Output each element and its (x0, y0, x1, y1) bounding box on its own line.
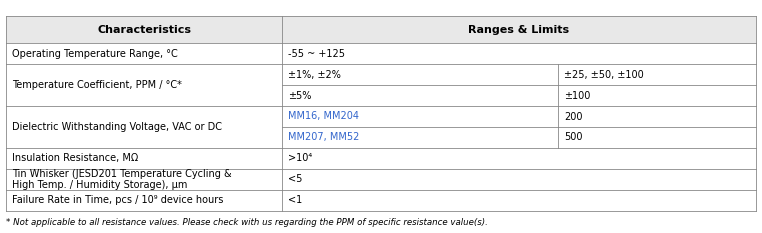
Text: MM16, MM204: MM16, MM204 (288, 112, 359, 121)
Text: ±1%, ±2%: ±1%, ±2% (288, 70, 341, 79)
Text: Failure Rate in Time, pcs / 10⁹ device hours: Failure Rate in Time, pcs / 10⁹ device h… (12, 195, 223, 205)
Bar (6, 148, 282, 169)
Bar (282, 64, 558, 85)
Text: -55 ~ +125: -55 ~ +125 (288, 49, 345, 58)
Bar (282, 127, 558, 148)
Text: >10⁴: >10⁴ (288, 154, 312, 163)
Bar (282, 106, 558, 127)
Text: Characteristics: Characteristics (97, 25, 191, 35)
Bar (558, 106, 756, 127)
Text: 500: 500 (564, 133, 583, 142)
Text: ±100: ±100 (564, 91, 591, 100)
Text: ±5%: ±5% (288, 91, 312, 100)
Text: <1: <1 (288, 195, 303, 205)
Text: * Not applicable to all resistance values. Please check with us regarding the PP: * Not applicable to all resistance value… (6, 218, 488, 227)
Bar (282, 148, 756, 169)
Text: MM207, MM52: MM207, MM52 (288, 133, 360, 142)
Text: Insulation Resistance, MΩ: Insulation Resistance, MΩ (12, 154, 139, 163)
Bar (282, 43, 756, 64)
Bar (282, 190, 756, 211)
Text: Tin Whisker (JESD201 Temperature Cycling &
High Temp. / Humidity Storage), μm: Tin Whisker (JESD201 Temperature Cycling… (12, 169, 232, 190)
Text: Temperature Coefficient, PPM / °C*: Temperature Coefficient, PPM / °C* (12, 80, 182, 90)
Text: <5: <5 (288, 175, 303, 184)
Text: Dielectric Withstanding Voltage, VAC or DC: Dielectric Withstanding Voltage, VAC or … (12, 122, 223, 132)
Text: 200: 200 (564, 112, 583, 121)
Text: Ranges & Limits: Ranges & Limits (469, 25, 569, 35)
Bar (282, 85, 558, 106)
Bar (558, 127, 756, 148)
Text: ±25, ±50, ±100: ±25, ±50, ±100 (564, 70, 644, 79)
Bar (6, 16, 282, 43)
Bar (6, 169, 282, 190)
Bar (6, 106, 282, 148)
Bar (558, 85, 756, 106)
Bar (6, 64, 282, 106)
Bar (6, 190, 282, 211)
Bar (6, 43, 282, 64)
Bar (282, 16, 756, 43)
Bar (282, 169, 756, 190)
Text: Operating Temperature Range, °C: Operating Temperature Range, °C (12, 49, 178, 58)
Bar (558, 64, 756, 85)
